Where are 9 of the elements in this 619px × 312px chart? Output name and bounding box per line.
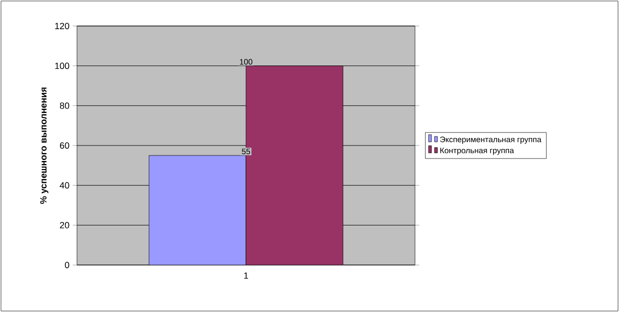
y-tick-label: 0 (64, 262, 70, 268)
y-tick-label: 20 (60, 222, 70, 228)
y-tick-label: 80 (60, 102, 70, 109)
y-tick-label: 120 (55, 22, 70, 30)
y-tick-label: 100 (55, 62, 70, 70)
y-axis-title: % успешного выполнения (40, 88, 48, 204)
y-tick-label: 60 (60, 142, 70, 149)
x-tick-label: 1 (244, 272, 248, 279)
y-tick-label: 40 (60, 182, 70, 189)
